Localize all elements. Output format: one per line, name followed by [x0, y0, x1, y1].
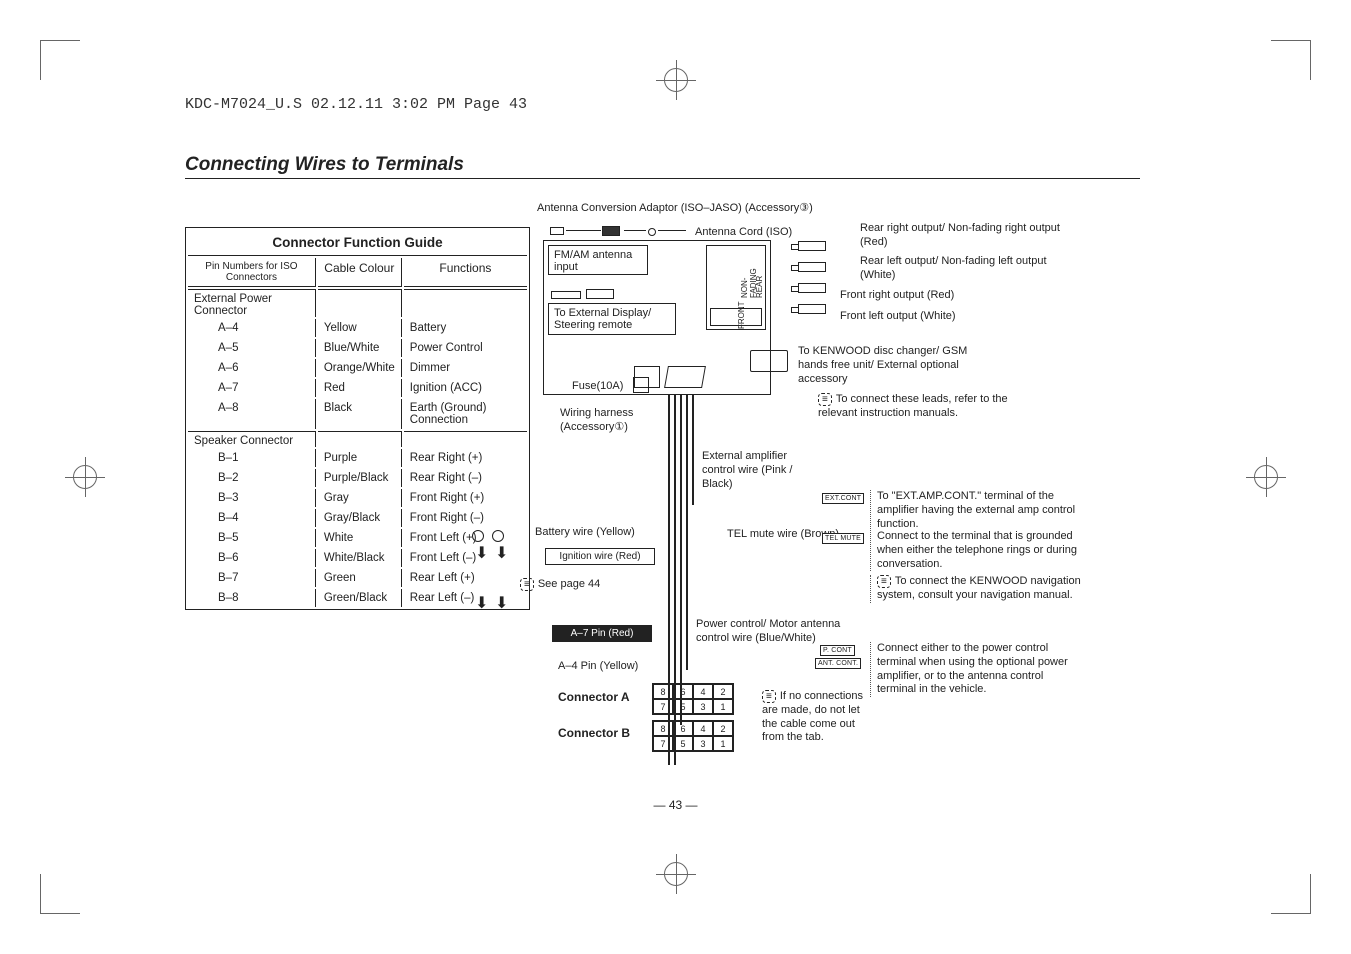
see-page-label: ≡See page 44	[520, 578, 600, 592]
ignition-wire-label: Ignition wire (Red)	[545, 548, 655, 565]
a7-pin-label: A–7 Pin (Red)	[552, 625, 652, 642]
arrow-down-icon: ⬇	[475, 593, 488, 613]
section-title: Connecting Wires to Terminals	[185, 154, 464, 176]
fmam-input-label: FM/AM antenna input	[548, 245, 648, 275]
table-row: B–2	[188, 469, 316, 487]
table-row: B–1	[188, 449, 316, 467]
table-row: A–4	[188, 319, 316, 337]
table-row: B–5	[188, 529, 316, 547]
table-row: A–6	[188, 359, 316, 377]
nav-note: ≡To connect the KENWOOD navigation syste…	[870, 575, 1085, 603]
no-connections-note: ≡If no connections are made, do not let …	[762, 690, 877, 745]
pcont-tag: P. CONT	[820, 645, 855, 656]
rca-plug-icon	[798, 283, 826, 293]
table-row: B–3	[188, 489, 316, 507]
front-right-output-label: Front right output (Red)	[840, 289, 954, 303]
connector-b-label: Connector B	[558, 726, 630, 741]
disc-changer-label: To KENWOOD disc changer/ GSM hands free …	[798, 345, 988, 386]
fuse-symbol-icon	[472, 530, 484, 542]
fuse-label: Fuse(10A)	[572, 380, 623, 394]
manual-icon: ≡	[818, 393, 832, 406]
table-row: A–7	[188, 379, 316, 397]
vert-nonfading-label: NON- FADING	[740, 268, 758, 298]
rca-plug-icon	[798, 241, 826, 251]
arrow-down-icon: ⬇	[495, 543, 508, 563]
wiring-harness-label: Wiring harness (Accessory①)	[560, 407, 660, 435]
registration-mark-right	[1236, 447, 1296, 507]
ext-amp-note: To "EXT.AMP.CONT." terminal of the ampli…	[870, 490, 1085, 531]
connector-b-grid: 8642 7531	[652, 720, 734, 752]
connect-leads-note: ≡To connect these leads, refer to the re…	[818, 393, 1018, 421]
page-header-runner: KDC-M7024_U.S 02.12.11 3:02 PM Page 43	[185, 96, 527, 113]
wiring-diagram: Antenna Conversion Adaptor (ISO–JASO) (A…	[540, 210, 1160, 800]
fuse-icon	[633, 377, 649, 393]
connector-a-grid: 8642 7531	[652, 683, 734, 715]
arrow-down-icon: ⬇	[495, 593, 508, 613]
registration-mark-top	[646, 50, 706, 110]
manual-icon: ≡	[762, 690, 776, 703]
manual-icon: ≡	[520, 578, 534, 591]
rear-left-output-label: Rear left output/ Non-fading left output…	[860, 255, 1080, 283]
tel-mute-note: Connect to the terminal that is grounded…	[870, 530, 1085, 571]
connector-a-label: Connector A	[558, 690, 630, 705]
ext-cont-tag: EXT.CONT	[822, 493, 864, 504]
registration-mark-left	[55, 447, 115, 507]
table-head-functions: Functions	[404, 258, 527, 287]
din-connector-icon	[750, 350, 788, 372]
crop-mark-tr	[1271, 40, 1311, 80]
adaptor-icon	[550, 224, 690, 238]
registration-mark-bottom	[646, 844, 706, 904]
table-row: B–7	[188, 569, 316, 587]
antenna-cord-label: Antenna Cord (ISO)	[695, 226, 792, 240]
table-row: B–8	[188, 589, 316, 607]
rear-right-output-label: Rear right output/ Non-fading right outp…	[860, 222, 1080, 250]
battery-wire-label: Battery wire (Yellow)	[535, 526, 635, 540]
fuse-symbol-icon	[492, 530, 504, 542]
vert-front-label: FRONT	[737, 301, 746, 329]
adaptor-caption: Antenna Conversion Adaptor (ISO–JASO) (A…	[537, 202, 813, 216]
table-title: Connector Function Guide	[188, 230, 527, 256]
antcont-tag: ANT. CONT.	[815, 658, 861, 669]
ext-amp-wire-label: External amplifier control wire (Pink / …	[702, 450, 812, 491]
table-head-pin: Pin Numbers for ISO Connectors	[188, 258, 316, 287]
crop-mark-tl	[40, 40, 80, 80]
ext-power-label: External Power Connector	[188, 289, 316, 317]
page-number: — 43 —	[653, 798, 697, 812]
crop-mark-bl	[40, 874, 80, 914]
crop-mark-br	[1271, 874, 1311, 914]
table-row: A–5	[188, 339, 316, 357]
rca-plug-icon	[798, 262, 826, 272]
tel-mute-tag: TEL MUTE	[822, 533, 864, 544]
title-underline	[185, 178, 1140, 179]
ext-display-label: To External Display/ Steering remote	[548, 303, 676, 335]
front-left-output-label: Front left output (White)	[840, 310, 956, 324]
arrow-down-icon: ⬇	[475, 543, 488, 563]
table-row: B–6	[188, 549, 316, 567]
power-ctrl-wire-label: Power control/ Motor antenna control wir…	[696, 618, 856, 646]
rca-plug-icon	[798, 304, 826, 314]
table-row: A–8	[188, 399, 316, 429]
manual-icon: ≡	[877, 575, 891, 588]
table-row: B–4	[188, 509, 316, 527]
head-unit-back: FM/AM antenna input To External Display/…	[543, 240, 771, 395]
a4-pin-label: A–4 Pin (Yellow)	[558, 660, 638, 674]
table-head-cable: Cable Colour	[318, 258, 402, 287]
pcont-note: Connect either to the power control term…	[870, 642, 1085, 697]
speaker-label: Speaker Connector	[188, 431, 316, 447]
